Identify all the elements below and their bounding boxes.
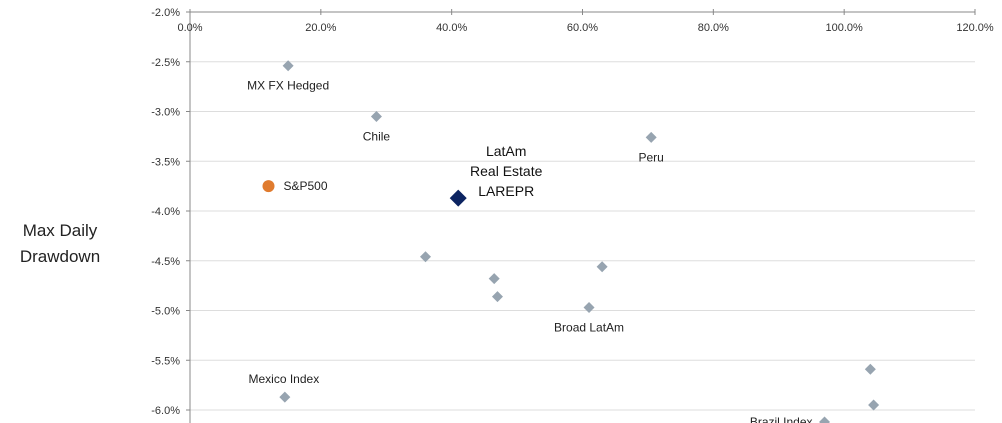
y-tick-label: -5.5%	[151, 355, 180, 367]
peer-point-marker	[819, 416, 831, 423]
y-tick-label: -4.0%	[151, 206, 180, 218]
highlight-point-label: LAREPR	[478, 183, 534, 199]
point-label: S&P500	[284, 179, 328, 193]
y-axis-title-line-1: Max Daily	[22, 221, 98, 240]
y-tick-label: -3.5%	[151, 156, 180, 168]
highlight-point-marker	[449, 189, 467, 207]
x-tick-label: 40.0%	[436, 22, 467, 34]
x-tick-label: 0.0%	[177, 22, 202, 34]
peer-point-marker	[645, 131, 657, 143]
point-label: Mexico Index	[249, 372, 320, 386]
x-tick-label: 100.0%	[826, 22, 864, 34]
y-tick-label: -2.5%	[151, 57, 180, 69]
benchmark-point-marker	[262, 180, 275, 193]
peer-point-marker	[282, 60, 294, 72]
y-tick-label: -6.0%	[151, 405, 180, 417]
y-tick-label: -4.5%	[151, 256, 180, 268]
y-tick-label: -3.0%	[151, 107, 180, 119]
peer-point-marker	[868, 399, 880, 411]
point-label: Peru	[639, 150, 664, 164]
axes: -2.0% -2.5% -3.0% -3.5% -4.0% -4.5% -5.0% -5.5%…	[151, 7, 994, 423]
peer-point-marker	[583, 302, 595, 314]
highlight-point-label: Real Estate	[470, 163, 543, 179]
peer-point-marker	[370, 110, 382, 122]
point-label: Chile	[363, 129, 391, 143]
y-axis-title-line-2: Drawdown	[19, 247, 101, 266]
gridlines	[190, 11, 975, 411]
peer-point-marker	[491, 291, 503, 303]
peer-point-marker	[279, 391, 291, 403]
point-label: MX FX Hedged	[247, 79, 329, 93]
x-tick-label: 80.0%	[698, 22, 729, 34]
peer-point-marker	[420, 251, 431, 263]
peer-point-marker	[596, 261, 608, 273]
peer-point-marker	[864, 363, 876, 375]
point-labels: MX FX Hedged Chile Peru S&P500 Broad LatAm Me…	[247, 79, 812, 423]
y-tick-label: -5.0%	[151, 306, 180, 318]
point-label: Broad LatAm	[554, 321, 624, 335]
y-axis-title: Max Daily Drawdown	[0, 218, 120, 270]
data-points	[262, 60, 880, 423]
peer-point-marker	[488, 273, 500, 285]
x-tick-label: 20.0%	[305, 22, 336, 34]
highlight-point-label: LatAm	[486, 143, 526, 159]
x-tick-label: 60.0%	[567, 22, 598, 34]
y-tick-label: -2.0%	[151, 7, 180, 19]
point-label: Brazil Index	[750, 415, 813, 423]
x-tick-label: 120.0%	[956, 22, 994, 34]
